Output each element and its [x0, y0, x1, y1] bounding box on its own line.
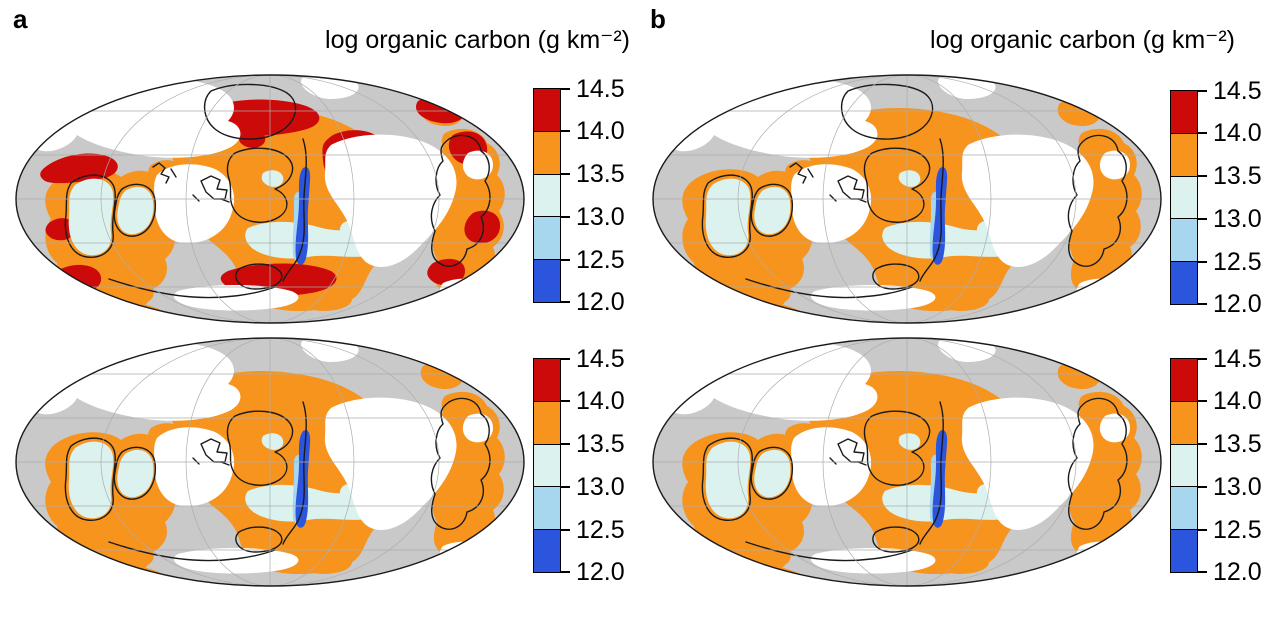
colorbar-segment-13.5-14.0 [534, 130, 560, 174]
colorbar-a-bottom: 14.5 14.0 13.5 13.0 12.5 12.0 [533, 346, 645, 585]
colorbar-tick [560, 173, 570, 175]
colorbar-tick [560, 443, 570, 445]
colorbar-tick-label: 13.0 [576, 473, 625, 501]
colorbar-tick [560, 358, 570, 360]
colorbar-segment-12.0-12.5 [534, 259, 560, 302]
colorbar-tick [560, 130, 570, 132]
colorbar-tick [560, 216, 570, 218]
colorbar-tick [560, 88, 570, 90]
map-a-top [13, 73, 527, 325]
colorbar-tick [1197, 443, 1207, 445]
colorbar-tick-label: 13.0 [1213, 473, 1262, 501]
colorbar-segment-12.0-12.5 [1171, 261, 1197, 304]
colorbar-tick-label: 13.0 [576, 203, 625, 231]
colorbar-segment-13.0-13.5 [1171, 443, 1197, 487]
map-a-bottom [13, 336, 527, 588]
colorbar-tick [560, 486, 570, 488]
colorbar-segment-14.0-14.5 [534, 89, 560, 131]
colorbar-tick-label: 14.0 [1213, 119, 1262, 147]
colorbar-tick-label: 14.5 [576, 75, 625, 103]
colorbar-tick-label: 13.5 [1213, 162, 1262, 190]
colorbar-tick-label: 14.0 [576, 387, 625, 415]
map-b-top [650, 73, 1164, 325]
colorbar-tick [1197, 358, 1207, 360]
colorbar-segment-13.5-14.0 [534, 400, 560, 444]
colorbar-tick-label: 13.5 [576, 160, 625, 188]
colorbar-tick-label: 14.0 [576, 117, 625, 145]
colorbar-segment-13.5-14.0 [1171, 132, 1197, 176]
colorbar-segment-12.5-13.0 [534, 486, 560, 530]
panel-a-title: log organic carbon (g km⁻²) [325, 26, 630, 54]
colorbar-tick [560, 259, 570, 261]
colorbar-tick [1197, 400, 1207, 402]
colorbar-b-top: 14.5 14.0 13.5 13.0 12.5 12.0 [1170, 78, 1270, 317]
colorbar-tick-label: 13.5 [576, 430, 625, 458]
colorbar-tick-label: 12.0 [576, 288, 625, 316]
colorbar-segment-12.5-13.0 [1171, 486, 1197, 530]
colorbar-tick-label: 12.0 [1213, 558, 1262, 586]
panel-b-label: b [650, 4, 666, 34]
colorbar-segment-14.0-14.5 [534, 359, 560, 401]
colorbar-segment-13.0-13.5 [534, 443, 560, 487]
panel-a-label: a [13, 4, 28, 34]
colorbar-segment-12.0-12.5 [534, 529, 560, 572]
colorbar-segment-12.5-13.0 [534, 216, 560, 260]
colorbar-segment-13.0-13.5 [534, 173, 560, 217]
colorbar-tick [1197, 90, 1207, 92]
colorbar-scale [533, 358, 561, 573]
colorbar-segment-12.5-13.0 [1171, 218, 1197, 262]
colorbar-scale [533, 88, 561, 303]
colorbar-tick [1197, 175, 1207, 177]
colorbar-tick-label: 12.0 [576, 558, 625, 586]
colorbar-a-top: 14.5 14.0 13.5 13.0 12.5 12.0 [533, 76, 645, 315]
colorbar-tick-label: 14.5 [576, 345, 625, 373]
colorbar-tick-label: 14.0 [1213, 387, 1262, 415]
colorbar-segment-14.0-14.5 [1171, 359, 1197, 401]
colorbar-tick [1197, 218, 1207, 220]
colorbar-tick-label: 14.5 [1213, 345, 1262, 373]
colorbar-tick-label: 12.0 [1213, 290, 1262, 318]
colorbar-segment-13.5-14.0 [1171, 400, 1197, 444]
map-b-bottom [650, 336, 1164, 588]
colorbar-b-bottom: 14.5 14.0 13.5 13.0 12.5 12.0 [1170, 346, 1270, 585]
colorbar-tick-label: 12.5 [576, 246, 625, 274]
colorbar-tick [1197, 132, 1207, 134]
colorbar-tick [1197, 529, 1207, 531]
colorbar-tick-label: 13.0 [1213, 205, 1262, 233]
colorbar-tick [1197, 486, 1207, 488]
colorbar-tick-label: 14.5 [1213, 77, 1262, 105]
panel-b-title: log organic carbon (g km⁻²) [930, 26, 1235, 54]
colorbar-tick-label: 12.5 [1213, 516, 1262, 544]
colorbar-scale [1170, 90, 1198, 305]
colorbar-scale [1170, 358, 1198, 573]
colorbar-tick-label: 12.5 [576, 516, 625, 544]
colorbar-segment-12.0-12.5 [1171, 529, 1197, 572]
colorbar-tick [560, 529, 570, 531]
colorbar-tick [560, 571, 570, 573]
colorbar-tick [1197, 261, 1207, 263]
colorbar-tick [560, 400, 570, 402]
colorbar-tick-label: 12.5 [1213, 248, 1262, 276]
colorbar-segment-13.0-13.5 [1171, 175, 1197, 219]
colorbar-tick [1197, 571, 1207, 573]
colorbar-tick-label: 13.5 [1213, 430, 1262, 458]
colorbar-tick [560, 301, 570, 303]
colorbar-tick [1197, 303, 1207, 305]
colorbar-segment-14.0-14.5 [1171, 91, 1197, 133]
